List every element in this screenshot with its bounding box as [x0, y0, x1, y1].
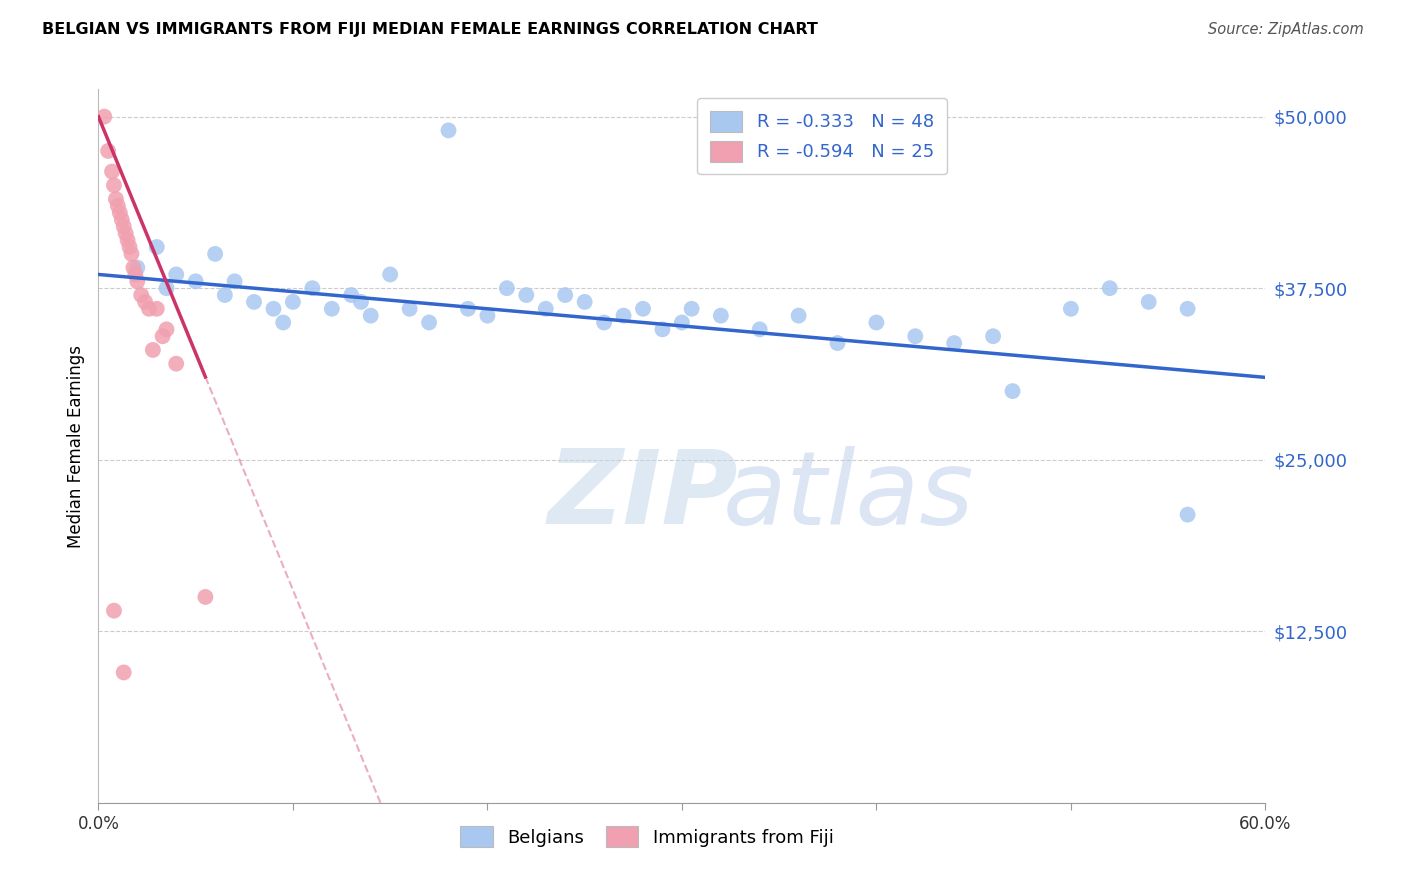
- Point: [593, 316, 616, 330]
- Point: [631, 301, 654, 316]
- Point: [112, 219, 135, 234]
- Point: [681, 301, 703, 316]
- Point: [1137, 294, 1160, 309]
- Point: [146, 301, 169, 316]
- Point: [121, 247, 143, 261]
- Point: [496, 281, 519, 295]
- Y-axis label: Median Female Earnings: Median Female Earnings: [66, 344, 84, 548]
- Point: [97, 144, 120, 158]
- Point: [165, 357, 187, 371]
- Point: [1001, 384, 1024, 398]
- Point: [1098, 281, 1121, 295]
- Point: [1177, 508, 1199, 522]
- Point: [457, 301, 479, 316]
- Point: [114, 227, 136, 241]
- Point: [104, 192, 127, 206]
- Point: [124, 268, 146, 282]
- Point: [214, 288, 236, 302]
- Point: [243, 294, 266, 309]
- Point: [108, 205, 131, 219]
- Point: [477, 309, 499, 323]
- Point: [515, 288, 537, 302]
- Point: [129, 288, 152, 302]
- Point: [710, 309, 733, 323]
- Point: [321, 301, 343, 316]
- Point: [651, 322, 673, 336]
- Point: [554, 288, 576, 302]
- Point: [155, 322, 177, 336]
- Point: [350, 294, 373, 309]
- Point: [122, 260, 145, 275]
- Point: [418, 316, 440, 330]
- Point: [534, 301, 557, 316]
- Point: [271, 316, 294, 330]
- Point: [112, 665, 135, 680]
- Point: [865, 316, 887, 330]
- Point: [671, 316, 693, 330]
- Point: [194, 590, 217, 604]
- Point: [118, 240, 141, 254]
- Point: [281, 294, 304, 309]
- Point: [138, 301, 160, 316]
- Point: [101, 164, 124, 178]
- Point: [165, 268, 187, 282]
- Point: [107, 199, 129, 213]
- Point: [103, 178, 125, 193]
- Point: [437, 123, 460, 137]
- Point: [111, 212, 134, 227]
- Point: [146, 240, 169, 254]
- Point: [93, 110, 115, 124]
- Legend: Belgians, Immigrants from Fiji: Belgians, Immigrants from Fiji: [453, 819, 841, 855]
- Point: [152, 329, 174, 343]
- Point: [262, 301, 284, 316]
- Point: [301, 281, 323, 295]
- Text: atlas: atlas: [723, 446, 974, 546]
- Point: [943, 336, 966, 351]
- Point: [613, 309, 636, 323]
- Point: [904, 329, 927, 343]
- Point: [127, 260, 149, 275]
- Point: [204, 247, 226, 261]
- Point: [155, 281, 177, 295]
- Text: Source: ZipAtlas.com: Source: ZipAtlas.com: [1208, 22, 1364, 37]
- Point: [142, 343, 165, 357]
- Point: [224, 274, 246, 288]
- Point: [827, 336, 849, 351]
- Point: [398, 301, 420, 316]
- Point: [748, 322, 770, 336]
- Point: [134, 294, 156, 309]
- Point: [574, 294, 596, 309]
- Point: [117, 233, 139, 247]
- Point: [340, 288, 363, 302]
- Point: [127, 274, 149, 288]
- Point: [787, 309, 810, 323]
- Point: [360, 309, 382, 323]
- Point: [380, 268, 402, 282]
- Point: [184, 274, 207, 288]
- Text: BELGIAN VS IMMIGRANTS FROM FIJI MEDIAN FEMALE EARNINGS CORRELATION CHART: BELGIAN VS IMMIGRANTS FROM FIJI MEDIAN F…: [42, 22, 818, 37]
- Point: [103, 604, 125, 618]
- Point: [981, 329, 1004, 343]
- Text: ZIP: ZIP: [548, 445, 738, 547]
- Point: [1060, 301, 1083, 316]
- Point: [1177, 301, 1199, 316]
